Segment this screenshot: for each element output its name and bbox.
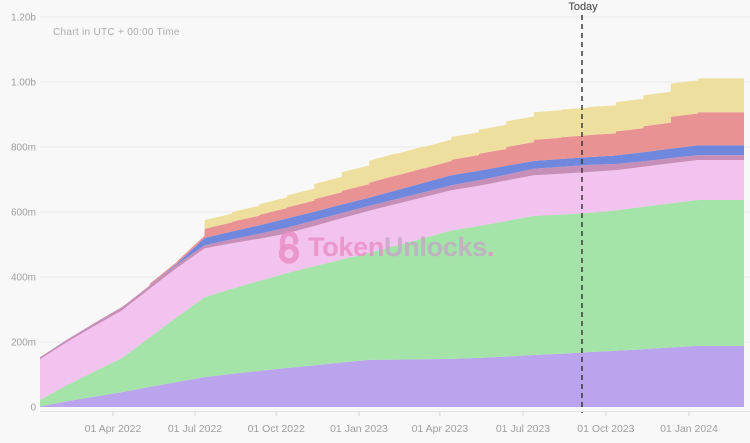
x-axis-label: 01 Oct 2023 xyxy=(577,423,634,435)
x-axis-label: 01 Jul 2023 xyxy=(496,423,550,435)
timezone-note: Chart in UTC + 00:00 Time xyxy=(53,27,180,38)
x-axis-label: 01 Oct 2022 xyxy=(248,423,305,435)
x-axis-label: 01 Apr 2022 xyxy=(85,423,142,435)
today-label: Today xyxy=(568,1,598,13)
y-axis-label: 1.00b xyxy=(11,78,36,89)
y-axis-label: 600m xyxy=(11,208,36,219)
x-axis-label: 01 Jan 2023 xyxy=(330,423,388,435)
area-red xyxy=(40,112,744,358)
y-axis-label: 800m xyxy=(11,143,36,154)
y-axis-label: 200m xyxy=(11,338,36,349)
area-purple xyxy=(40,345,744,407)
y-axis-label: 400m xyxy=(11,273,36,284)
x-axis-label: 01 Jan 2024 xyxy=(660,423,718,435)
area-pink xyxy=(40,160,744,400)
area-yellow xyxy=(40,78,744,358)
y-axis-label: 0 xyxy=(30,403,36,414)
y-axis-label: 1.20b xyxy=(11,13,36,24)
x-axis-label: 01 Jul 2022 xyxy=(168,423,222,435)
x-axis-label: 01 Apr 2023 xyxy=(412,423,469,435)
area-green xyxy=(40,200,744,407)
